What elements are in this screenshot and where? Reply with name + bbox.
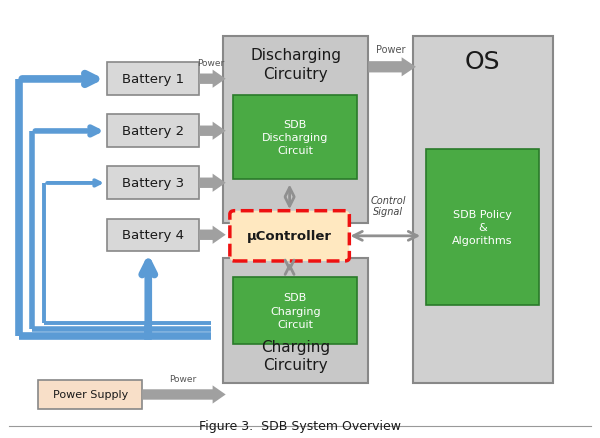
Text: Battery 2: Battery 2 [122,125,184,138]
Polygon shape [199,174,226,192]
Bar [38,380,142,409]
Text: μController: μController [247,230,332,243]
Text: Power: Power [169,374,196,383]
Text: Control
Signal: Control Signal [371,195,406,217]
Polygon shape [199,226,226,244]
Bar [107,64,199,96]
Text: Power Supply: Power Supply [53,389,128,399]
Text: SDB
Charging
Circuit: SDB Charging Circuit [270,293,320,329]
Bar [223,37,368,223]
Text: Figure 3.  SDB System Overview: Figure 3. SDB System Overview [199,419,401,432]
Text: Battery 3: Battery 3 [122,177,184,190]
Text: OS: OS [465,50,500,74]
Text: Battery 4: Battery 4 [122,229,184,242]
Bar [426,150,539,305]
Bar [223,258,368,383]
Polygon shape [199,71,226,88]
Bar [233,96,357,180]
Text: SDB
Discharging
Circuit: SDB Discharging Circuit [262,120,328,156]
Text: Discharging
Circuitry: Discharging Circuitry [250,48,341,82]
Bar [413,37,553,383]
Bar [107,115,199,148]
Polygon shape [142,385,226,404]
Bar [107,167,199,200]
Bar [107,219,199,251]
Bar [233,277,357,344]
Text: Battery 1: Battery 1 [122,73,184,86]
Text: Power: Power [197,58,224,67]
Polygon shape [199,122,226,141]
FancyBboxPatch shape [230,211,349,261]
Text: Power: Power [376,45,406,55]
Text: Charging
Circuitry: Charging Circuitry [261,339,330,373]
Text: SDB Policy
&
Algorithms: SDB Policy & Algorithms [452,209,513,246]
Polygon shape [368,58,416,77]
